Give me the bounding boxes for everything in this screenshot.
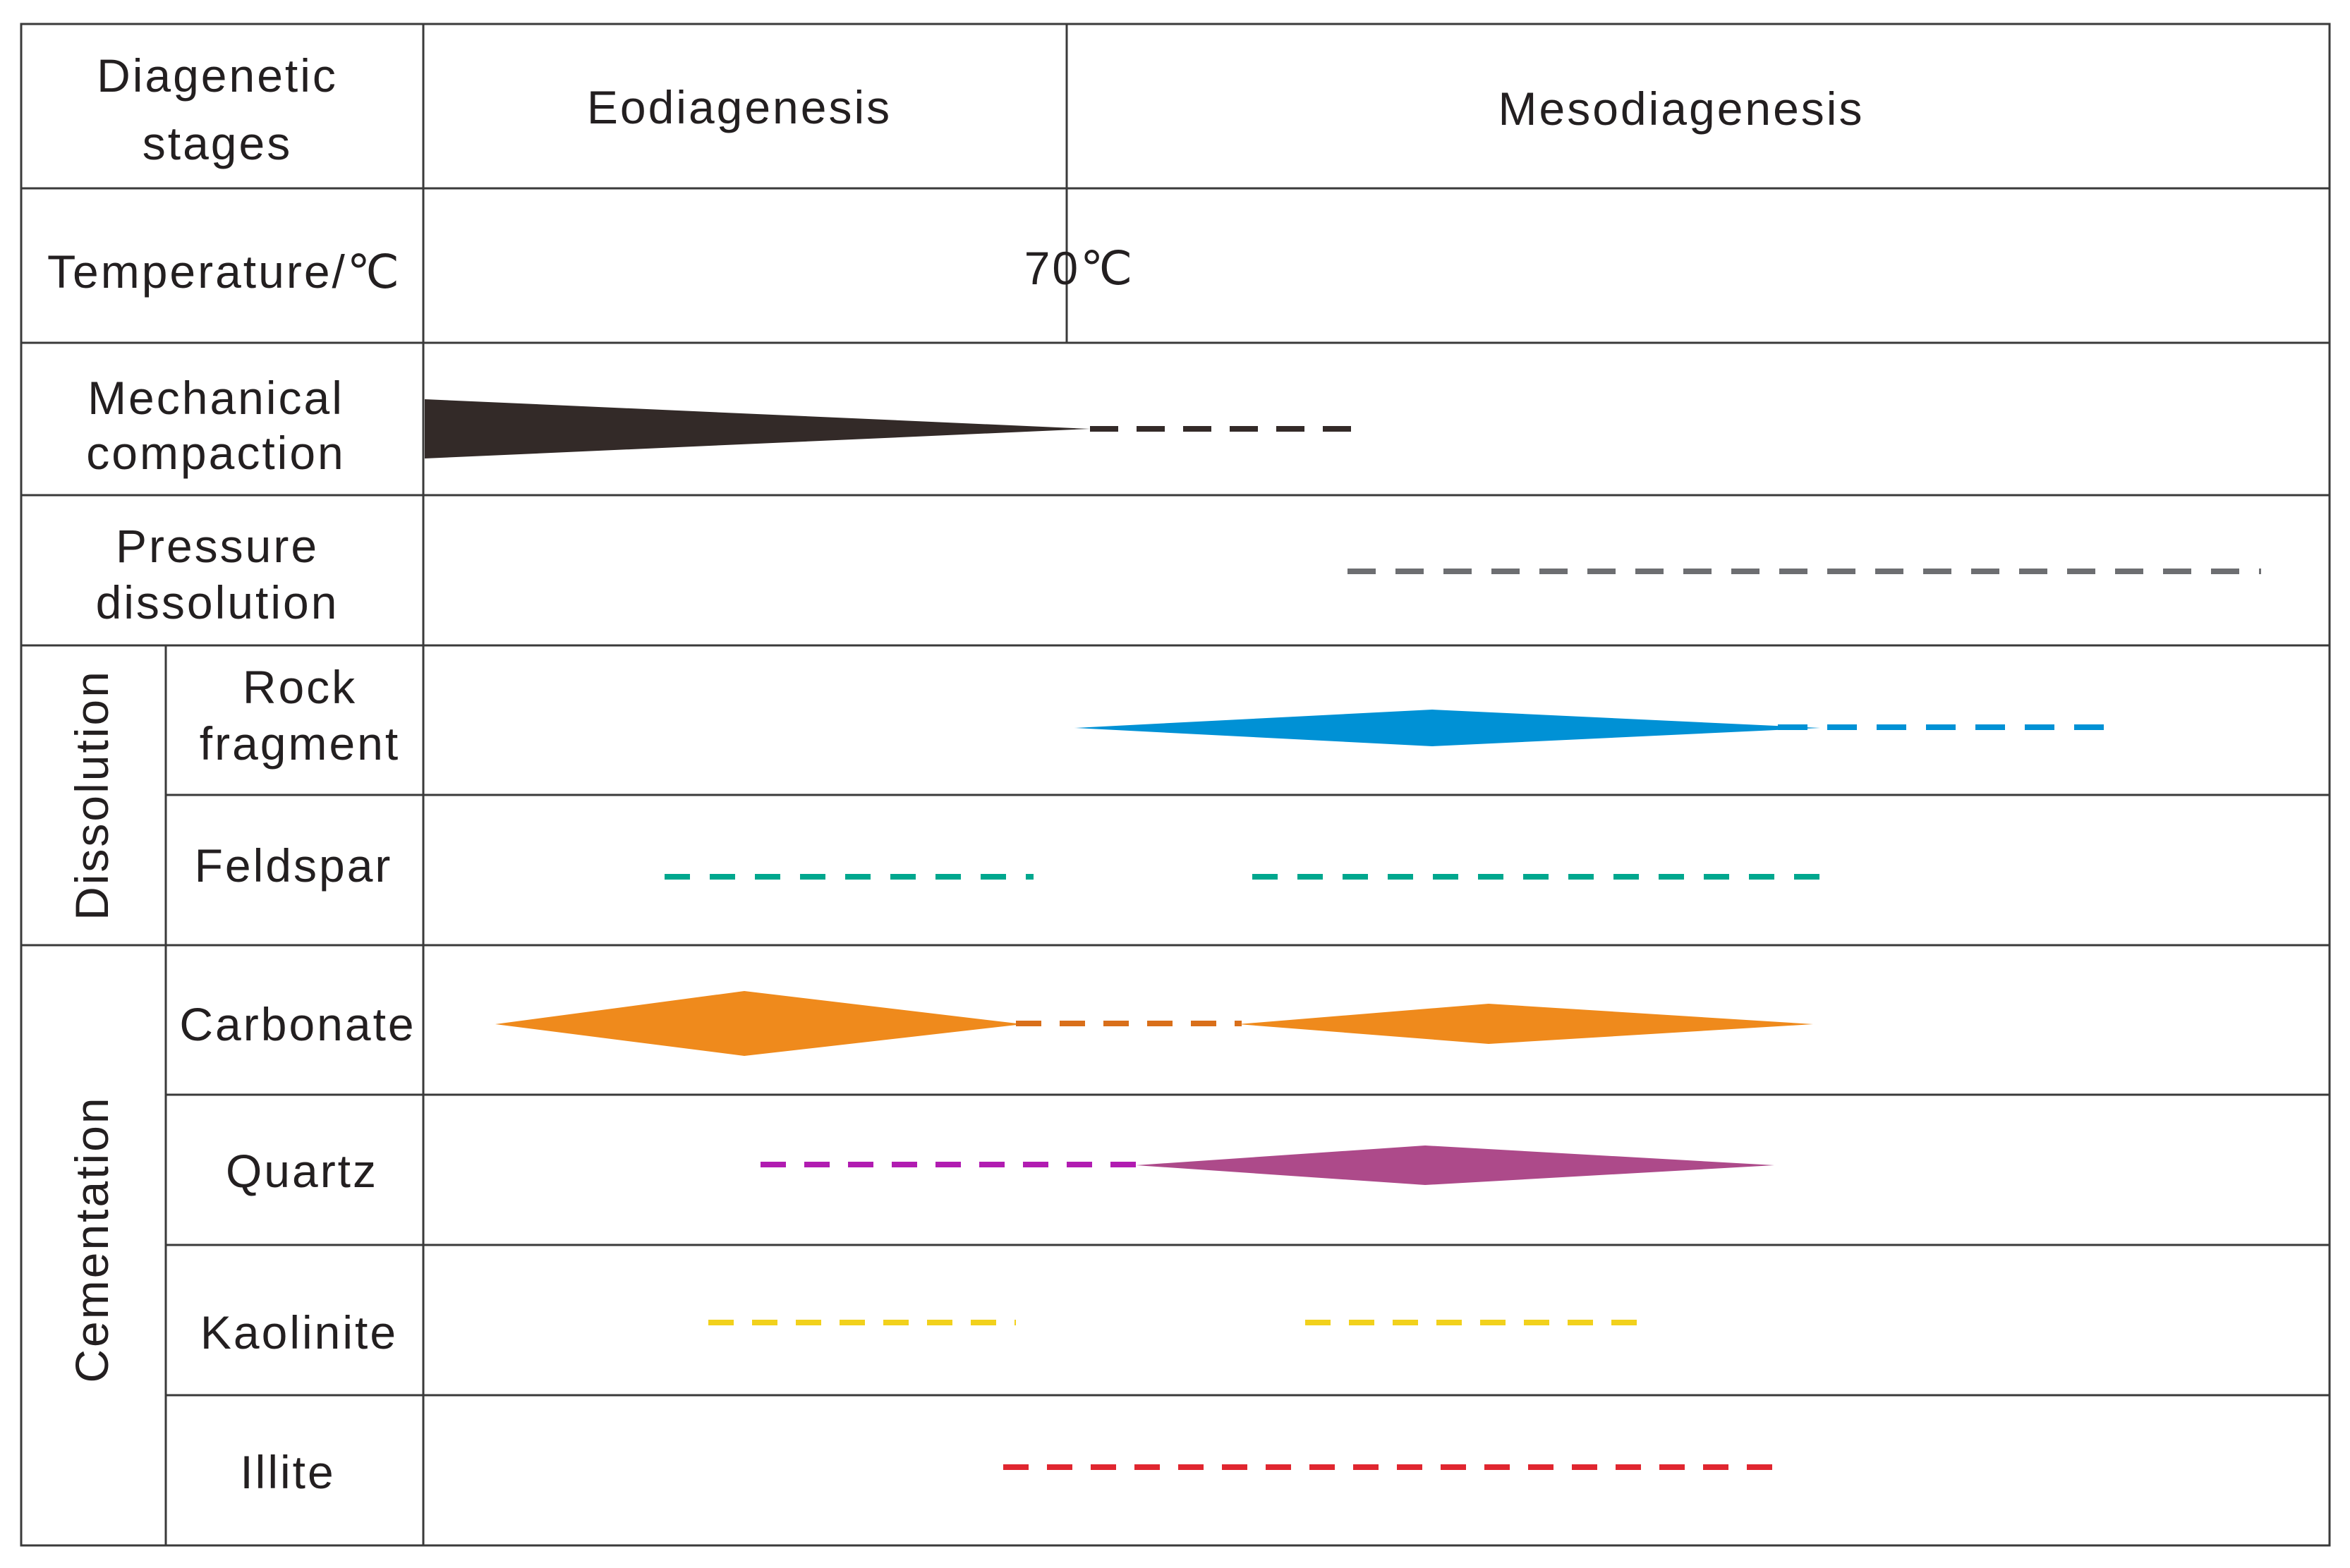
- carbonate-label: Carbonate: [179, 998, 416, 1050]
- pressure-dissolution-label-line1: Pressure: [116, 520, 319, 572]
- kaolinite-label: Kaolinite: [200, 1306, 398, 1359]
- mechanical-compaction-label-line1: Mechanical: [87, 372, 344, 424]
- cementation-group-label: Cementation: [66, 1095, 118, 1382]
- dissolution-group-label: Dissolution: [66, 669, 118, 920]
- illite-label: Illite: [240, 1446, 335, 1498]
- quartz-diamond: [1136, 1145, 1774, 1185]
- pressure-dissolution-label-line2: dissolution: [96, 576, 339, 628]
- table-border: [20, 23, 2331, 1547]
- feldspar-label: Feldspar: [195, 839, 393, 892]
- rock-fragment-diamond: [1074, 710, 1820, 746]
- stage-label-line2: stages: [143, 117, 292, 169]
- temperature-label: Temperature/℃: [47, 245, 401, 298]
- rock-fragment-label-line1: Rock: [243, 661, 357, 713]
- temperature-marker: 70℃: [1024, 242, 1135, 294]
- carbonate-diamond-late: [1238, 1004, 1813, 1044]
- compaction-wedge: [425, 399, 1090, 458]
- mechanical-compaction-label-line2: compaction: [86, 427, 346, 479]
- carbonate-diamond-early: [495, 991, 1023, 1056]
- table-grid: [20, 23, 2331, 1547]
- rock-fragment-label-line2: fragment: [200, 717, 400, 770]
- eodiagenesis-header: Eodiagenesis: [587, 81, 892, 133]
- quartz-label: Quartz: [226, 1145, 378, 1197]
- mesodiagenesis-header: Mesodiagenesis: [1498, 83, 1865, 135]
- stage-label-line1: Diagenetic: [97, 49, 338, 102]
